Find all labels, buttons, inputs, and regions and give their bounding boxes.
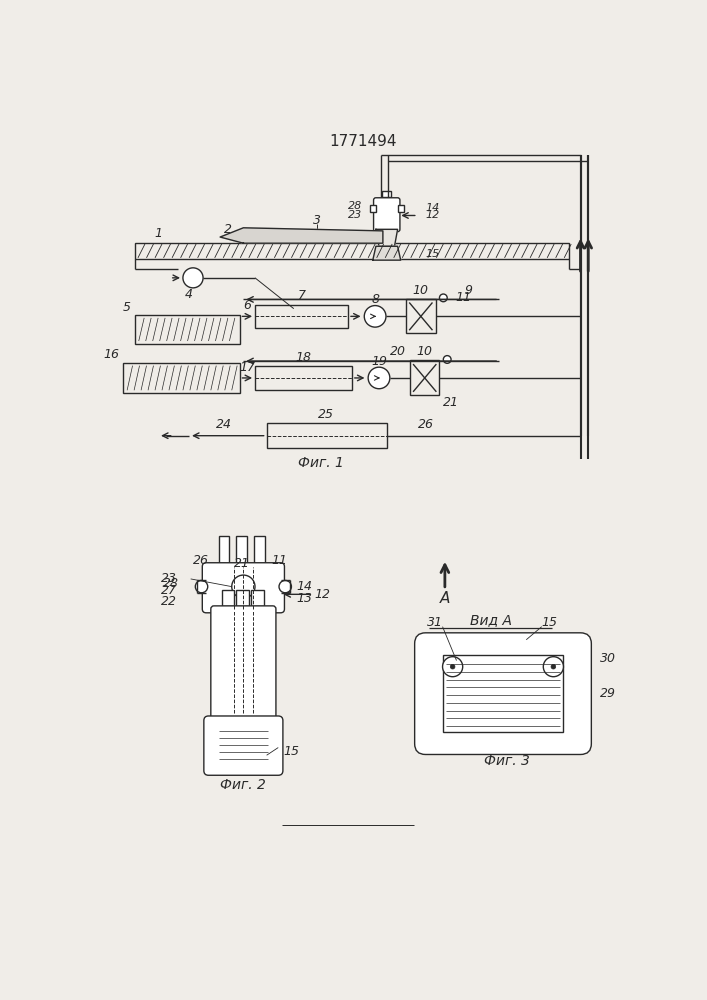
Text: 14: 14 bbox=[296, 580, 312, 593]
Circle shape bbox=[443, 657, 462, 677]
Text: 21: 21 bbox=[443, 396, 460, 409]
Bar bbox=[397, 205, 404, 212]
Polygon shape bbox=[220, 228, 383, 243]
Text: 4: 4 bbox=[185, 288, 193, 301]
Bar bbox=[123, 363, 240, 393]
Bar bbox=[251, 590, 264, 606]
Bar bbox=[410, 360, 440, 395]
FancyBboxPatch shape bbox=[204, 716, 283, 775]
Text: 26: 26 bbox=[193, 554, 209, 567]
Text: 28: 28 bbox=[163, 577, 179, 590]
Text: 15: 15 bbox=[542, 616, 558, 629]
Bar bbox=[222, 590, 234, 606]
Text: 15: 15 bbox=[284, 745, 300, 758]
Text: Фиг. 3: Фиг. 3 bbox=[484, 754, 530, 768]
Bar bbox=[135, 315, 240, 344]
Text: Фиг. 2: Фиг. 2 bbox=[221, 778, 267, 792]
Circle shape bbox=[368, 367, 390, 389]
Text: 1: 1 bbox=[154, 227, 162, 240]
Circle shape bbox=[450, 664, 455, 669]
Text: 18: 18 bbox=[295, 351, 311, 364]
Text: 16: 16 bbox=[103, 348, 119, 361]
Text: 1771494: 1771494 bbox=[329, 134, 397, 149]
Circle shape bbox=[551, 664, 556, 669]
Circle shape bbox=[543, 657, 563, 677]
Text: 8: 8 bbox=[371, 293, 379, 306]
Circle shape bbox=[440, 294, 448, 302]
Text: 23: 23 bbox=[348, 210, 362, 220]
Text: 29: 29 bbox=[600, 687, 616, 700]
Text: Фиг. 1: Фиг. 1 bbox=[298, 456, 344, 470]
Text: 28: 28 bbox=[348, 201, 362, 211]
Text: 19: 19 bbox=[371, 355, 387, 368]
Text: 17: 17 bbox=[239, 361, 255, 374]
Text: 9: 9 bbox=[464, 284, 472, 297]
Bar bbox=[406, 299, 436, 333]
Bar bbox=[443, 655, 563, 732]
Circle shape bbox=[364, 306, 386, 327]
Text: 10: 10 bbox=[416, 345, 433, 358]
Text: 20: 20 bbox=[390, 345, 407, 358]
Circle shape bbox=[195, 580, 208, 593]
Text: 13: 13 bbox=[296, 592, 312, 605]
Text: 10: 10 bbox=[413, 284, 429, 297]
Text: 5: 5 bbox=[123, 301, 131, 314]
Text: 21: 21 bbox=[234, 557, 250, 570]
Text: 25: 25 bbox=[318, 408, 334, 421]
Polygon shape bbox=[373, 246, 401, 260]
Text: 26: 26 bbox=[418, 418, 433, 431]
Text: 27: 27 bbox=[160, 584, 177, 597]
Text: 24: 24 bbox=[216, 418, 232, 431]
Text: 22: 22 bbox=[160, 595, 177, 608]
Text: 15: 15 bbox=[426, 249, 440, 259]
Circle shape bbox=[443, 356, 451, 363]
Bar bbox=[382, 191, 392, 197]
Circle shape bbox=[232, 575, 255, 598]
Text: 7: 7 bbox=[298, 289, 305, 302]
Circle shape bbox=[183, 268, 203, 288]
Bar bbox=[236, 536, 247, 574]
Text: 6: 6 bbox=[243, 299, 251, 312]
Text: A: A bbox=[440, 591, 450, 606]
Text: Вид A: Вид A bbox=[470, 613, 513, 628]
FancyBboxPatch shape bbox=[414, 633, 591, 754]
Bar bbox=[370, 205, 376, 212]
Bar bbox=[267, 423, 387, 448]
Bar bbox=[236, 590, 249, 606]
Bar bbox=[255, 536, 265, 567]
FancyBboxPatch shape bbox=[211, 606, 276, 724]
Text: 11: 11 bbox=[455, 291, 471, 304]
Text: 12: 12 bbox=[315, 588, 331, 601]
Circle shape bbox=[279, 580, 291, 593]
Bar bbox=[255, 366, 352, 389]
Text: 3: 3 bbox=[313, 214, 321, 227]
Bar bbox=[218, 536, 230, 567]
Polygon shape bbox=[376, 229, 397, 246]
Text: 11: 11 bbox=[271, 554, 287, 567]
Text: 12: 12 bbox=[426, 210, 440, 220]
FancyBboxPatch shape bbox=[373, 198, 400, 232]
Text: 14: 14 bbox=[426, 203, 440, 213]
Text: 31: 31 bbox=[427, 616, 443, 629]
Text: 2: 2 bbox=[223, 223, 232, 236]
Text: 30: 30 bbox=[600, 652, 616, 666]
Bar bbox=[255, 305, 348, 328]
Bar bbox=[135, 243, 569, 259]
Text: 23: 23 bbox=[160, 572, 177, 585]
FancyBboxPatch shape bbox=[202, 563, 284, 613]
